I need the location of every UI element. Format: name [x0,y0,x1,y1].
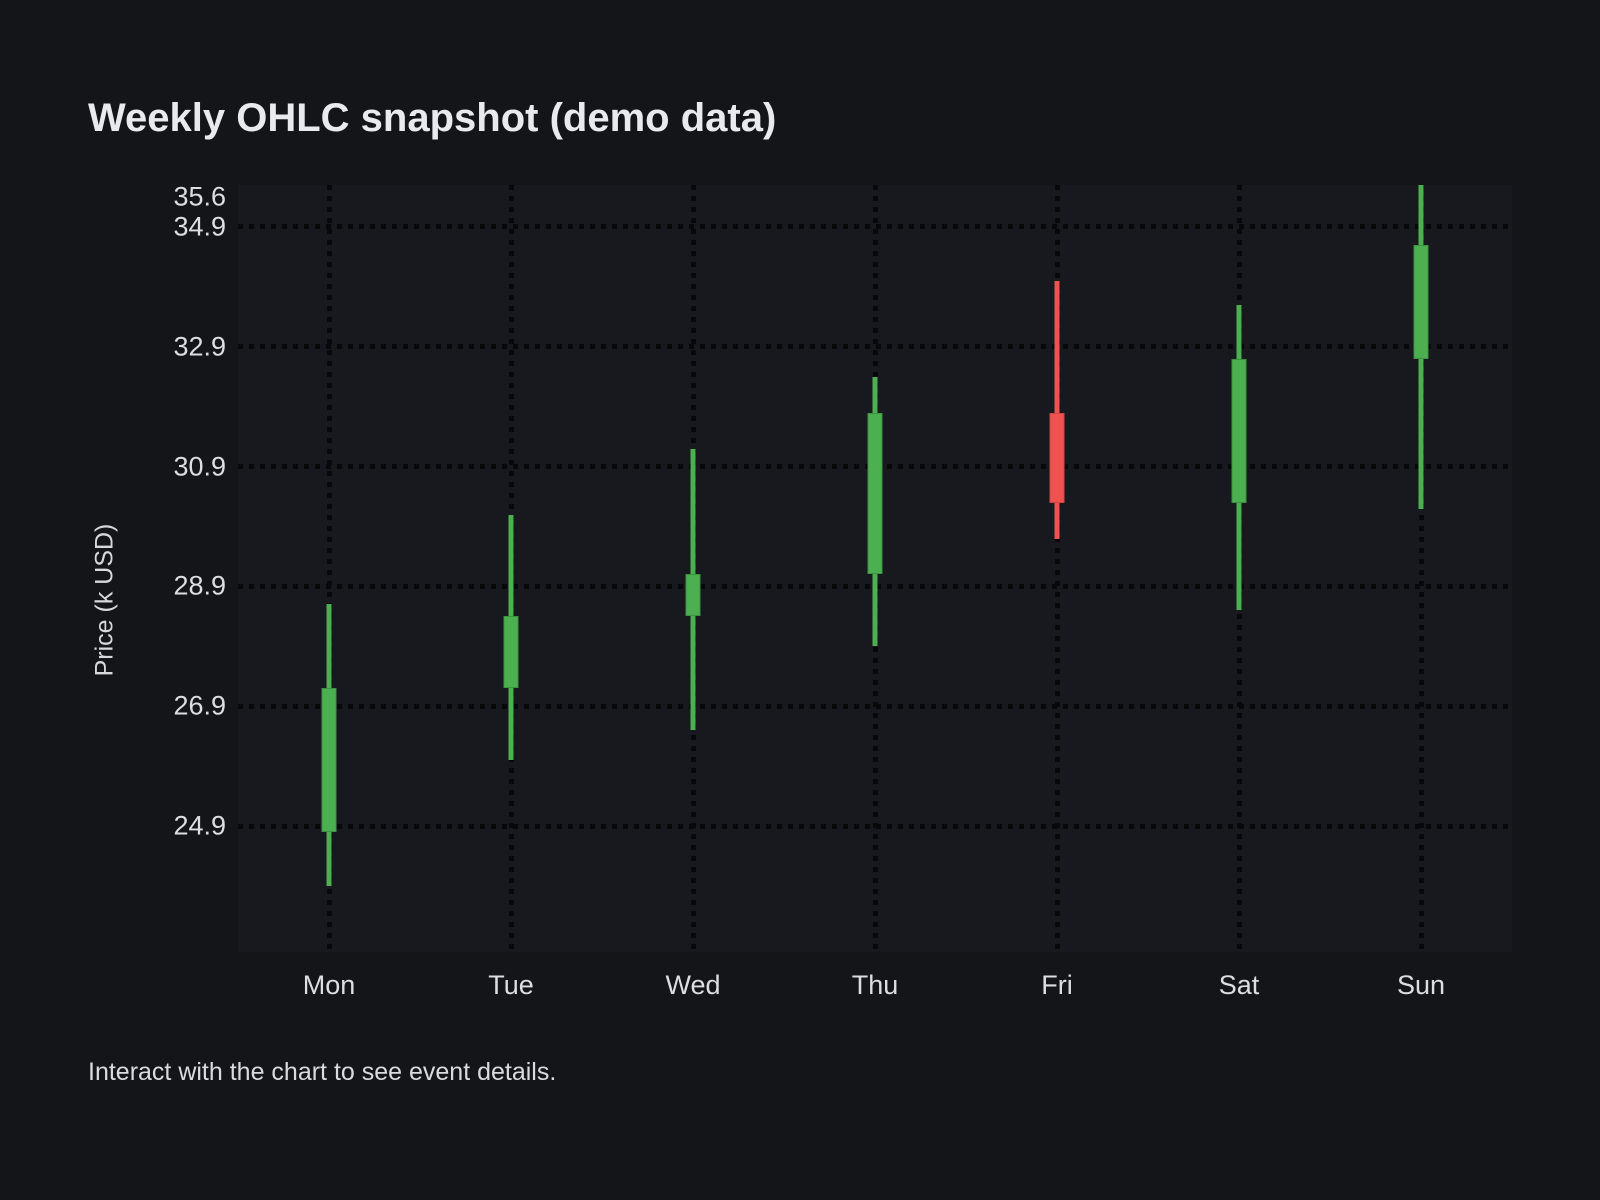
plot-area[interactable] [238,185,1512,952]
candle-body [1231,358,1247,503]
candle-body [321,688,337,833]
y-tick-label: 35.6 [173,181,226,212]
candle-body [503,616,519,689]
candle-fri[interactable] [1047,185,1067,952]
x-axis-label-thu: Thu [851,970,899,1000]
candle-body [867,412,883,575]
gridline-vertical [1054,185,1060,952]
y-tick-label: 30.9 [173,451,226,482]
x-axis-ticks: Mon Tue Wed Thu Fri Sat Sun [238,952,1512,1000]
x-axis-label-fri: Fri [1041,970,1073,1000]
candle-wick [1054,280,1060,539]
footer-note: Interact with the chart to see event det… [88,1058,557,1086]
candle-sun[interactable] [1411,185,1431,952]
candle-thu[interactable] [865,185,885,952]
candle-mon[interactable] [319,185,339,952]
y-tick-label: 26.9 [173,690,226,721]
x-axis-label-wed: Wed [665,970,721,1000]
x-axis-label-sun: Sun [1396,970,1446,1000]
y-tick-label: 24.9 [173,810,226,841]
x-axis-label-sat: Sat [1218,970,1260,1000]
gridline-vertical [1418,185,1424,952]
x-axis-label-mon: Mon [302,970,356,1000]
y-tick-label: 32.9 [173,331,226,362]
y-axis-ticks: 35.6 34.9 32.9 30.9 28.9 26.9 24.9 [0,181,226,952]
y-tick-label: 34.9 [173,211,226,242]
y-tick-label: 28.9 [173,570,226,601]
candle-body [685,574,701,617]
chart-title: Weekly OHLC snapshot (demo data) [88,96,777,140]
candle-sat[interactable] [1229,185,1249,952]
x-axis-label-tue: Tue [488,970,534,1000]
candle-body [1049,412,1065,503]
candle-tue[interactable] [501,185,521,952]
candle-wed[interactable] [683,185,703,952]
gridline-vertical [326,185,332,952]
candle-body [1413,244,1429,359]
